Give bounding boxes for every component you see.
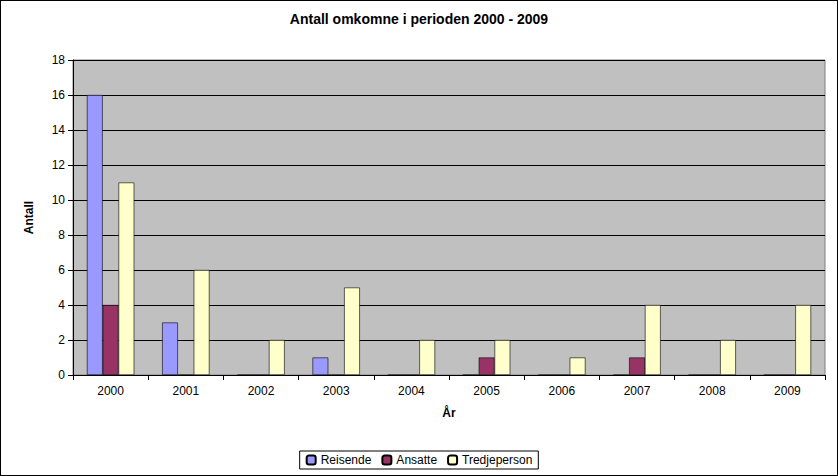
svg-text:Antall: Antall [22, 201, 36, 234]
svg-text:2000: 2000 [97, 384, 124, 398]
svg-text:6: 6 [58, 263, 65, 277]
svg-text:2002: 2002 [248, 384, 275, 398]
svg-text:2004: 2004 [398, 384, 425, 398]
svg-text:0: 0 [58, 368, 65, 382]
svg-text:Ansatte: Ansatte [396, 453, 437, 467]
svg-text:8: 8 [58, 228, 65, 242]
svg-text:2006: 2006 [548, 384, 575, 398]
svg-text:2005: 2005 [473, 384, 500, 398]
svg-text:Tredjeperson: Tredjeperson [462, 453, 532, 467]
svg-text:2008: 2008 [699, 384, 726, 398]
svg-text:14: 14 [52, 123, 66, 137]
svg-text:18: 18 [52, 53, 66, 67]
svg-text:2001: 2001 [172, 384, 199, 398]
svg-text:4: 4 [58, 298, 65, 312]
svg-text:År: År [442, 405, 456, 420]
svg-text:16: 16 [52, 88, 66, 102]
svg-text:2009: 2009 [774, 384, 801, 398]
svg-text:12: 12 [52, 158, 66, 172]
svg-text:2003: 2003 [323, 384, 350, 398]
svg-text:2007: 2007 [624, 384, 651, 398]
svg-text:Reisende: Reisende [321, 453, 372, 467]
svg-text:Antall omkomne i perioden 2000: Antall omkomne i perioden 2000 - 2009 [290, 11, 549, 27]
svg-text:2: 2 [58, 333, 65, 347]
svg-text:10: 10 [52, 193, 66, 207]
